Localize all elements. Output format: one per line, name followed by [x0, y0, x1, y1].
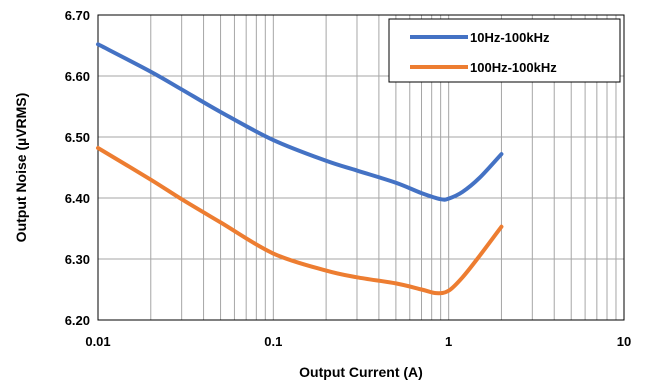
y-tick-label: 6.40 — [65, 191, 90, 206]
grid — [98, 15, 624, 320]
y-tick-label: 6.70 — [65, 8, 90, 23]
x-tick-label: 1 — [445, 334, 452, 349]
legend-label-10hz-100khz: 10Hz-100kHz — [470, 30, 550, 45]
y-axis-title: Output Noise (µVRMS) — [13, 93, 29, 243]
series-line-0 — [96, 42, 504, 202]
legend-label-100hz-100khz: 100Hz-100kHz — [470, 60, 557, 75]
x-tick-label: 0.1 — [264, 334, 282, 349]
series-line-1 — [96, 145, 504, 296]
x-tick-label: 10 — [617, 334, 631, 349]
legend-box — [388, 18, 621, 83]
tick-labels: 6.20 6.30 6.40 6.50 6.60 6.70 0.01 0.1 1 10 — [65, 8, 632, 349]
y-tick-label: 6.20 — [65, 313, 90, 328]
y-tick-label: 6.30 — [65, 252, 90, 267]
x-axis-title: Output Current (A) — [299, 364, 423, 380]
y-tick-label: 6.50 — [65, 130, 90, 145]
legend: 10Hz-100kHz 100Hz-100kHz — [388, 18, 621, 83]
series-layer — [96, 42, 504, 296]
x-tick-label: 0.01 — [85, 334, 110, 349]
plot-frame — [97, 14, 625, 321]
y-tick-label: 6.60 — [65, 69, 90, 84]
